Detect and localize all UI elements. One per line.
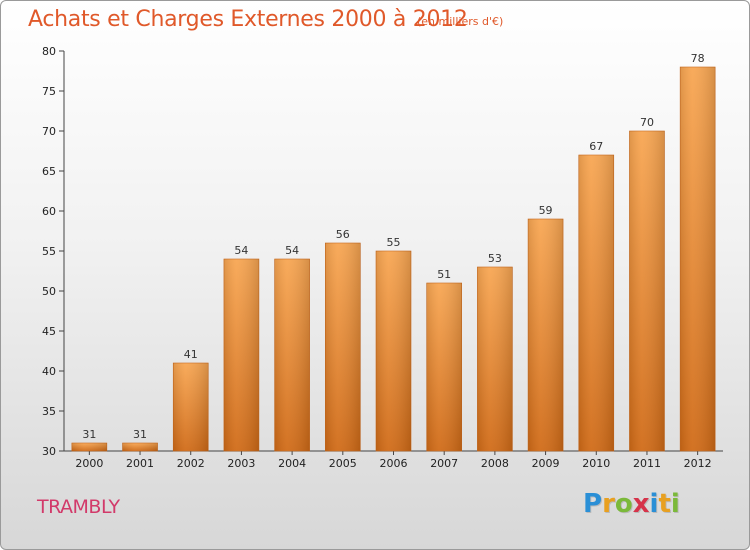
y-tick-label: 80 (42, 45, 56, 58)
bar-value-label: 67 (589, 140, 603, 153)
x-tick-label: 2011 (633, 457, 661, 470)
logo-letter: i (670, 489, 680, 519)
bar-value-label: 70 (640, 116, 654, 129)
x-tick-label: 2001 (126, 457, 154, 470)
logo-letter: t (658, 489, 671, 519)
bar-value-label: 51 (437, 268, 451, 281)
logo-letter: o (614, 489, 633, 519)
bar-shade (274, 259, 310, 451)
bar-value-label: 31 (82, 428, 96, 441)
bar-value-label: 59 (539, 204, 553, 217)
x-tick-label: 2002 (177, 457, 205, 470)
x-tick-label: 2012 (684, 457, 712, 470)
bar-shade (680, 67, 716, 451)
x-tick-label: 2000 (75, 457, 103, 470)
chart-subtitle: (en milliers d'€) (417, 15, 504, 28)
bar-value-label: 56 (336, 228, 350, 241)
chart-title: Achats et Charges Externes 2000 à 2012 (28, 7, 468, 32)
bar-shade (376, 251, 411, 451)
bar-shade (629, 131, 665, 451)
x-tick-label: 2008 (481, 457, 509, 470)
logo-letter: r (602, 489, 615, 519)
bar-shade (325, 243, 361, 451)
bar-shade (173, 363, 209, 451)
y-tick-label: 60 (42, 205, 56, 218)
y-tick-label: 50 (42, 285, 56, 298)
bar-value-label: 53 (488, 252, 502, 265)
x-tick-label: 2003 (227, 457, 255, 470)
x-tick-label: 2010 (582, 457, 610, 470)
y-tick-label: 45 (42, 325, 56, 338)
x-tick-label: 2004 (278, 457, 306, 470)
bar-value-label: 41 (184, 348, 198, 361)
bar-value-label: 54 (234, 244, 248, 257)
bar-shade (477, 267, 513, 451)
bar-value-label: 55 (387, 236, 401, 249)
logo-letter: x (632, 489, 650, 519)
logo-letter: i (649, 489, 659, 519)
bar-shade (122, 443, 158, 451)
bar-shade (223, 259, 259, 451)
proxiti-logo[interactable]: Proxiti (583, 489, 680, 519)
place-name: TRAMBLY (37, 496, 120, 518)
x-tick-label: 2005 (329, 457, 357, 470)
axes: 30 35 40 45 50 55 60 65 70 75 80 2000 2001 2002 2003 20… (42, 45, 723, 470)
y-tick-label: 75 (42, 85, 56, 98)
y-tick-label: 65 (42, 165, 56, 178)
y-tick-label: 55 (42, 245, 56, 258)
bar-value-label: 78 (691, 52, 705, 65)
logo-letter: P (583, 489, 603, 519)
y-tick-label: 70 (42, 125, 56, 138)
y-tick-label: 40 (42, 365, 56, 378)
x-tick-label: 2009 (532, 457, 560, 470)
x-tick-label: 2006 (380, 457, 408, 470)
bar-value-label: 54 (285, 244, 299, 257)
bar-shade (426, 283, 462, 451)
bars: 31 31 41 54 54 56 55 51 53 59 67 70 78 (71, 52, 716, 452)
bar-shade (528, 219, 564, 451)
bar-shade (71, 443, 107, 451)
y-tick-label: 35 (42, 405, 56, 418)
bar-value-label: 31 (133, 428, 147, 441)
bar-shade (578, 155, 614, 451)
x-tick-label: 2007 (430, 457, 458, 470)
y-tick-label: 30 (42, 445, 56, 458)
